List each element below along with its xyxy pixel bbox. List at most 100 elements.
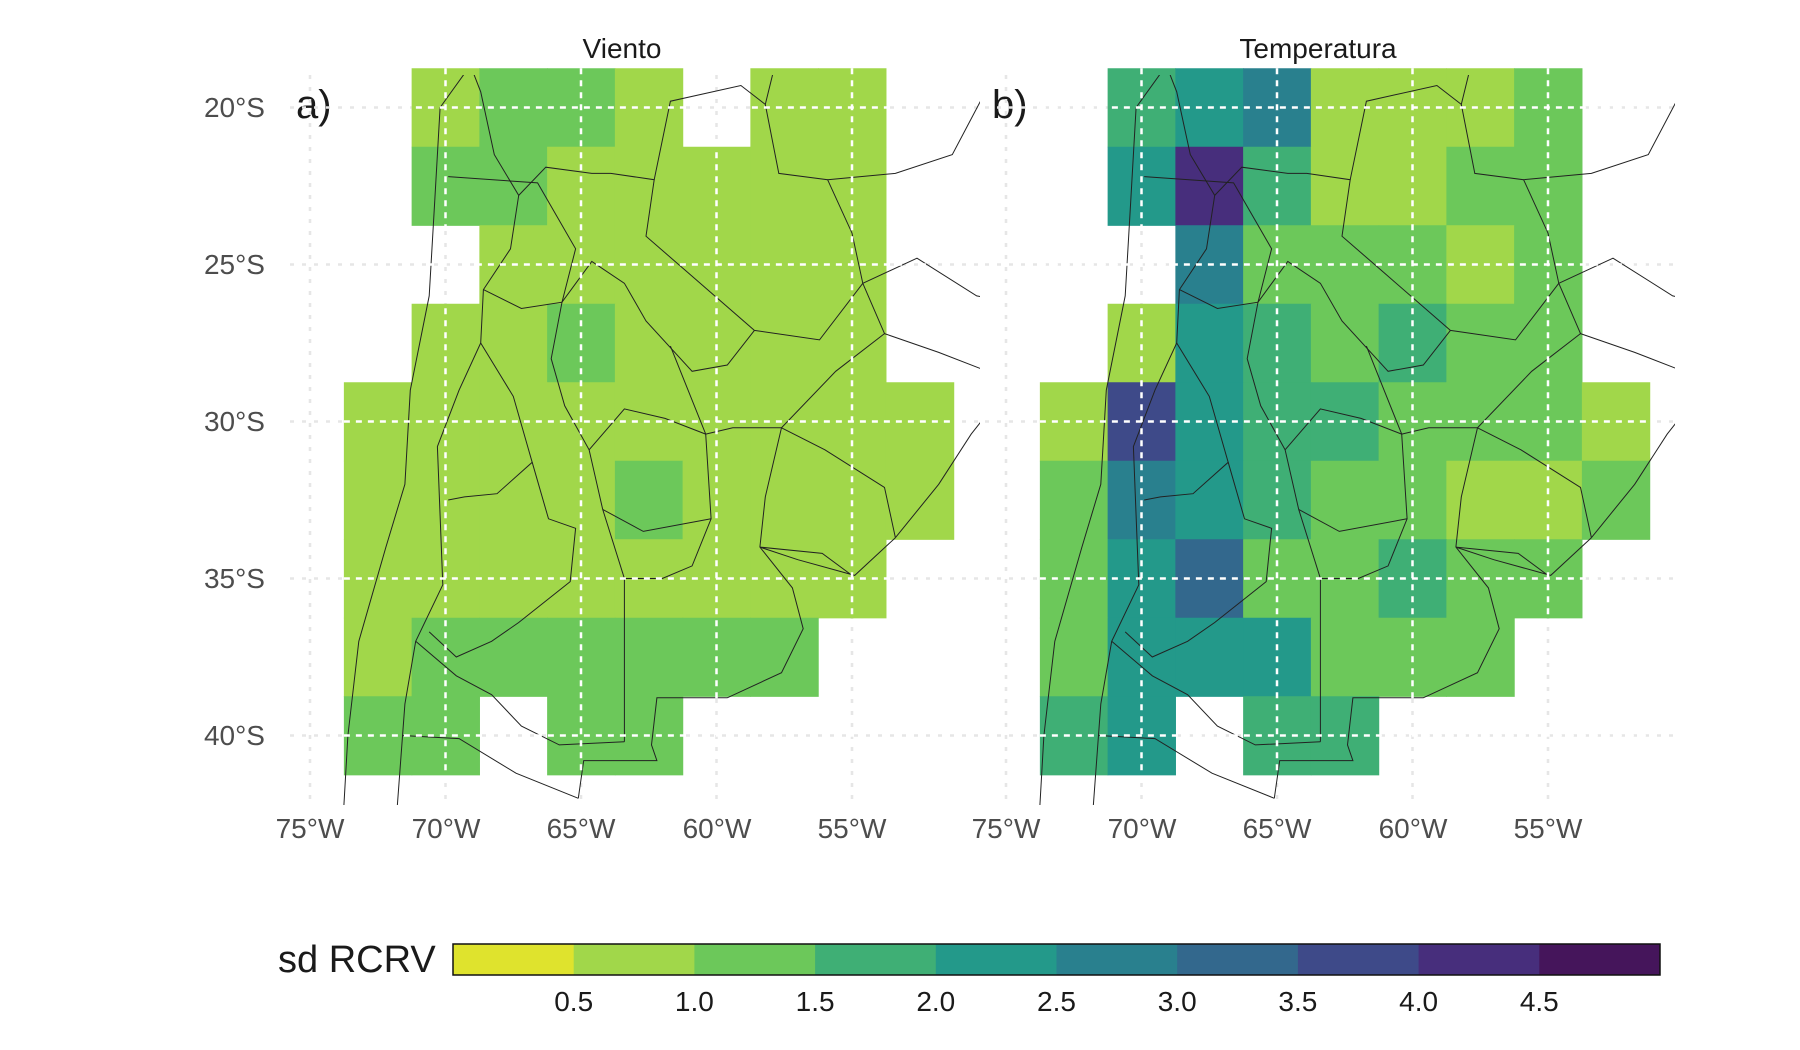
border-line [577, 546, 804, 799]
colorbar-tick-label: 1.5 [796, 986, 835, 1017]
border-line [1092, 75, 1216, 805]
raster-cell [343, 617, 413, 697]
colorbar-bin [573, 944, 695, 975]
border-line [1111, 640, 1321, 746]
country-borders [343, 75, 980, 805]
longitude-labels: 75°W 70°W 65°W 60°W 55°W [276, 813, 887, 844]
panel-title: Viento [583, 33, 662, 64]
raster-cell [479, 303, 548, 383]
border-line [1349, 84, 1560, 284]
border-line [428, 462, 577, 658]
lon-label: 65°W [1243, 813, 1312, 844]
colorbar-tick-label: 1.0 [675, 986, 714, 1017]
raster-cell [1039, 539, 1109, 619]
graticule [1039, 68, 1650, 775]
graticule [343, 68, 954, 775]
border-line [483, 260, 755, 372]
raster-cell [343, 539, 413, 619]
border-line [1273, 546, 1500, 799]
colorbar-bin [1177, 944, 1299, 975]
raster-cell [1446, 146, 1515, 226]
raster-cell [343, 460, 413, 540]
raster-cell [614, 303, 684, 383]
raster-cell [343, 696, 413, 776]
raster-cell [1175, 303, 1244, 383]
border-line [1523, 102, 1675, 181]
lon-label: 65°W [547, 813, 616, 844]
raster-cell [1039, 617, 1109, 697]
border-line [1098, 735, 1275, 799]
border-line [1558, 257, 1675, 297]
panel-b: Temperatura b) 75°W 70°W 65°W 60°W 55°W [972, 33, 1675, 844]
raster-cell [1039, 460, 1109, 540]
border-line [448, 342, 533, 501]
raster-cell [479, 617, 548, 697]
lon-label: 75°W [972, 813, 1041, 844]
raster-cell [750, 303, 819, 383]
border-line [1455, 283, 1582, 548]
lat-label: 30°S [204, 406, 265, 437]
colorbar-frame [452, 943, 1661, 976]
border-line [705, 427, 782, 435]
raster-cell [1581, 460, 1651, 540]
border-line [827, 101, 980, 181]
border-line [402, 735, 579, 799]
colorbar-tick-label: 4.0 [1399, 986, 1438, 1017]
longitude-labels: 75°W 70°W 65°W 60°W 55°W [972, 813, 1583, 844]
colorbar-ticks: 0.5 1.0 1.5 2.0 2.5 3.0 3.5 4.0 4.5 [554, 986, 1559, 1017]
raster-cell [885, 460, 955, 540]
colorbar-bin [1418, 944, 1540, 975]
colorbar-bin [935, 944, 1057, 975]
latitude-labels: 20°S 25°S 30°S 35°S 40°S [204, 92, 265, 751]
border-line [588, 408, 706, 451]
panel-title: Temperatura [1239, 33, 1397, 64]
colorbar-legend: sd RCRV 0.5 1.0 1.5 2.0 2.5 3.0 3.5 4.0 4.5 [278, 939, 1661, 1017]
lon-label: 60°W [1379, 813, 1448, 844]
raster-cell [1039, 382, 1109, 462]
colorbar-tick-label: 0.5 [554, 986, 593, 1017]
panel-a: Viento a) 20°S 25°S 30°S 35°S 40°S 75°W … [204, 33, 980, 844]
raster-cell [750, 617, 819, 697]
border-line [518, 166, 864, 341]
raster-cell [1446, 382, 1515, 462]
colorbar-tick-label: 2.5 [1037, 986, 1076, 1017]
lat-label: 25°S [204, 249, 265, 280]
colorbar-bin [453, 944, 575, 975]
border-line [1455, 537, 1592, 576]
border-line [1298, 508, 1408, 532]
border-line [759, 283, 886, 548]
colorbar-tick-label: 2.0 [916, 986, 955, 1017]
lon-label: 60°W [683, 813, 752, 844]
raster-cell [1175, 460, 1244, 540]
lon-label: 70°W [412, 813, 481, 844]
raster-cell [750, 146, 819, 226]
border-line [759, 537, 896, 576]
country-borders [1039, 75, 1675, 805]
raster-cell [1175, 617, 1244, 697]
lon-label: 55°W [818, 813, 887, 844]
border-line [1591, 423, 1675, 539]
raster-cell [1446, 617, 1515, 697]
border-line [602, 508, 712, 532]
border-line [653, 84, 864, 284]
colorbar-tick-label: 4.5 [1520, 986, 1559, 1017]
border-line [759, 546, 853, 576]
legend-title: sd RCRV [278, 939, 436, 981]
border-line [862, 257, 980, 298]
border-line [884, 333, 980, 369]
colorbar-bin [1056, 944, 1178, 975]
border-line [1401, 427, 1478, 435]
border-line [1214, 166, 1560, 341]
colorbar-bin [1297, 944, 1420, 975]
border-line [1580, 333, 1675, 369]
raster-cell [1446, 225, 1515, 305]
colorbar-tick-label: 3.0 [1158, 986, 1197, 1017]
lon-label: 70°W [1108, 813, 1177, 844]
border-line [1179, 260, 1451, 372]
colorbar-bin [694, 944, 816, 975]
border-line [1284, 408, 1402, 451]
raster-cell [614, 460, 684, 540]
raster-cell [750, 382, 819, 462]
colorbar-bin [1539, 944, 1661, 975]
